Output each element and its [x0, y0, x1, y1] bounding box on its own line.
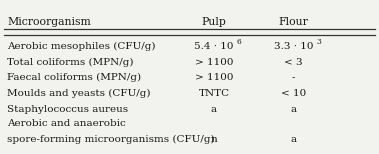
Text: Microorganism: Microorganism — [8, 17, 91, 27]
Text: n: n — [211, 135, 218, 144]
Text: a: a — [290, 105, 296, 114]
Text: Pulp: Pulp — [202, 17, 227, 27]
Text: Aerobic mesophiles (CFU/g): Aerobic mesophiles (CFU/g) — [8, 42, 156, 51]
Text: Faecal coliforms (MPN/g): Faecal coliforms (MPN/g) — [8, 73, 142, 82]
Text: Aerobic and anaerobic: Aerobic and anaerobic — [8, 119, 126, 128]
Text: Moulds and yeasts (CFU/g): Moulds and yeasts (CFU/g) — [8, 89, 151, 98]
Text: 6: 6 — [237, 38, 241, 46]
Text: a: a — [211, 105, 217, 114]
Text: Flour: Flour — [279, 17, 308, 27]
Text: > 1100: > 1100 — [195, 73, 233, 82]
Text: TNTC: TNTC — [199, 89, 230, 98]
Text: Total coliforms (MPN/g): Total coliforms (MPN/g) — [8, 58, 134, 67]
Text: 3: 3 — [316, 38, 321, 46]
Text: Staphylococcus aureus: Staphylococcus aureus — [8, 105, 128, 114]
Text: spore-forming microorganisms (CFU/g): spore-forming microorganisms (CFU/g) — [8, 135, 215, 144]
Text: > 1100: > 1100 — [195, 58, 233, 67]
Text: -: - — [291, 73, 295, 82]
Text: a: a — [290, 135, 296, 144]
Text: 3.3 · 10: 3.3 · 10 — [274, 42, 313, 51]
Text: < 3: < 3 — [284, 58, 303, 67]
Text: < 10: < 10 — [281, 89, 306, 98]
Text: 5.4 · 10: 5.4 · 10 — [194, 42, 234, 51]
